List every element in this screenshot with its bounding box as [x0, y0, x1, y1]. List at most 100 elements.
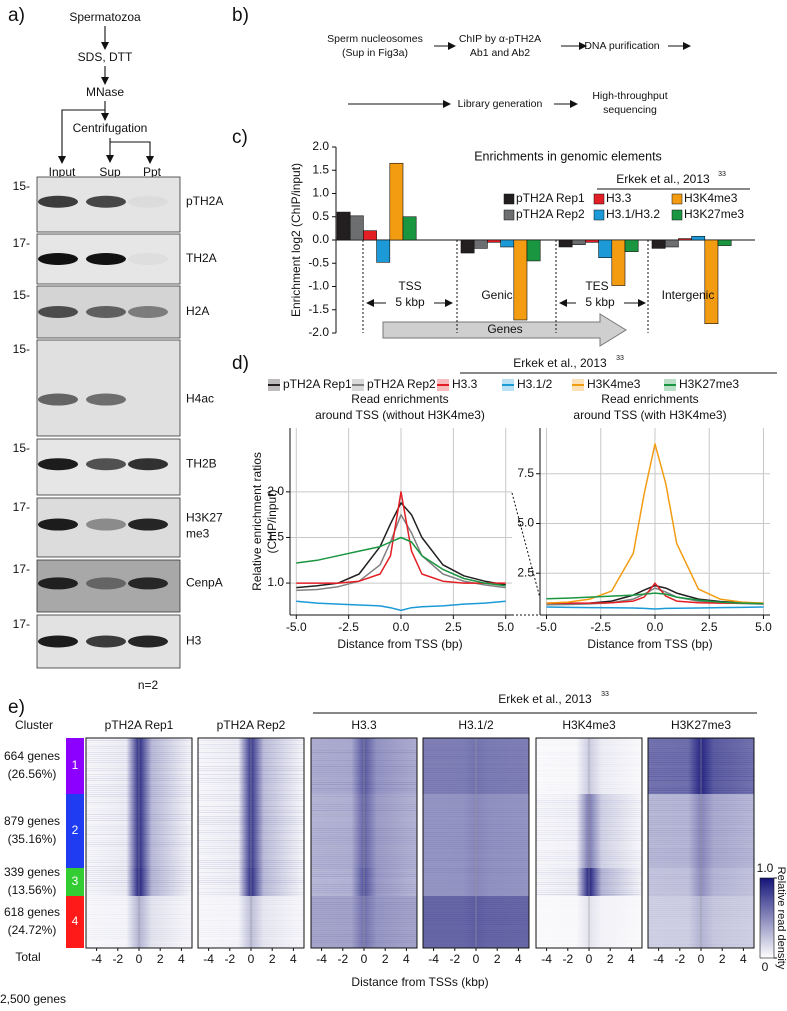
- x-tick-label: 5.0: [755, 620, 772, 634]
- legend-swatch: [671, 193, 683, 205]
- cluster-id: 4: [72, 914, 79, 928]
- size-marker: 15-: [13, 441, 30, 455]
- bar: [460, 239, 475, 254]
- series-line: [546, 606, 764, 610]
- x-tick-label: 0.0: [393, 620, 410, 634]
- panel-label: a): [8, 5, 25, 26]
- legend-label: pTH2A Rep2: [516, 207, 585, 221]
- band: [38, 195, 78, 208]
- cluster-genes: 879 genes: [4, 814, 60, 828]
- bar: [678, 238, 692, 241]
- x-tick-label: -2: [337, 952, 348, 966]
- legend-swatch: [593, 193, 605, 205]
- lane-label: Ppt: [143, 165, 162, 179]
- zoom-connector: [511, 492, 541, 599]
- y-axis-label: (ChIP/input): [265, 489, 279, 553]
- bar: [598, 239, 613, 258]
- legend-swatch: [503, 209, 515, 221]
- blot: [36, 339, 181, 437]
- bar: [336, 211, 351, 241]
- band: [86, 195, 126, 208]
- legend-label: H3K4me3: [587, 377, 641, 391]
- legend-label: H3.1/2: [517, 377, 553, 391]
- flow-step: High-throughput: [592, 90, 667, 102]
- y-tick-label: 2.0: [267, 484, 284, 498]
- bar: [376, 239, 391, 263]
- y-axis-label: Relative enrichment ratios: [250, 452, 264, 591]
- bar: [526, 239, 541, 262]
- series-line: [296, 513, 506, 592]
- x-axis-label: Distance from TSS (bp): [587, 637, 712, 651]
- x-tick-label: -4: [541, 952, 552, 966]
- band: [38, 458, 78, 471]
- cluster-genes: 618 genes: [4, 905, 60, 919]
- genes-arrow: [382, 313, 627, 347]
- y-tick-label: 7.5: [517, 466, 534, 480]
- column-title: H3K4me3: [562, 718, 616, 732]
- cluster-bar: [66, 794, 84, 868]
- bar: [487, 239, 501, 243]
- blot-label: pTH2A: [186, 194, 223, 208]
- panel-label: d): [232, 353, 249, 374]
- band: [86, 306, 126, 318]
- band: [128, 635, 168, 648]
- x-tick-label: 4: [178, 952, 185, 966]
- legend-swatch: [572, 379, 584, 391]
- flow-step: DNA purification: [584, 40, 659, 52]
- legend-label: pTH2A Rep2: [367, 377, 436, 391]
- group-ref: 33: [601, 691, 609, 698]
- flow-arrows: [58, 26, 154, 164]
- size-marker: 17-: [13, 562, 30, 576]
- x-tick-label: 0: [586, 952, 593, 966]
- note: n=2: [138, 678, 159, 692]
- bar: [402, 216, 417, 241]
- legend-label: pTH2A Rep1: [283, 377, 352, 391]
- y-tick-label: -0.5: [308, 255, 329, 269]
- legend-title: Erkek et al., 2013: [616, 172, 710, 186]
- bar: [664, 239, 679, 248]
- x-tick-label: -2: [112, 952, 123, 966]
- x-tick-label: 0: [136, 952, 143, 966]
- band: [128, 306, 168, 318]
- legend-swatch: [593, 209, 605, 221]
- blot-label: H3K27: [186, 511, 223, 525]
- bar: [500, 239, 515, 248]
- band: [86, 635, 126, 648]
- x-tick-label: -2.5: [590, 620, 611, 634]
- x-tick-label: 2: [157, 952, 164, 966]
- annotation: 5 kbp: [395, 295, 425, 309]
- colorbar-label: 0: [762, 960, 769, 974]
- band: [128, 195, 168, 208]
- legend-label: H3K4me3: [684, 191, 738, 205]
- flow-step: MNase: [86, 85, 124, 99]
- x-tick-label: 2: [607, 952, 614, 966]
- x-tick-label: -5.0: [536, 620, 557, 634]
- x-tick-label: 0.0: [647, 620, 664, 634]
- bar: [585, 239, 599, 243]
- lane-label: Input: [49, 165, 76, 179]
- category-label: TSS: [398, 279, 421, 293]
- bar: [651, 239, 666, 249]
- x-tick-label: -2.5: [338, 620, 359, 634]
- y-tick-label: 1.5: [312, 162, 329, 176]
- y-tick-label: -1.0: [308, 279, 329, 293]
- x-tick-label: 0: [473, 952, 480, 966]
- column-title: pTH2A Rep2: [217, 718, 286, 732]
- chart-title: Enrichments in genomic elements: [474, 149, 662, 163]
- annotation: 5 kbp: [585, 295, 615, 309]
- band: [86, 518, 126, 531]
- band: [38, 306, 78, 318]
- cluster-percent: (24.72%): [8, 923, 57, 937]
- cluster-percent: (26.56%): [8, 767, 57, 781]
- size-marker: 17-: [13, 617, 30, 631]
- y-tick-label: 1.0: [312, 186, 329, 200]
- colorbar-title: Relative read density: [775, 867, 787, 970]
- size-marker: 15-: [13, 342, 30, 356]
- flow-step: Library generation: [458, 98, 543, 110]
- size-marker: 15-: [13, 288, 30, 302]
- x-tick-label: -4: [203, 952, 214, 966]
- cluster-percent: (13.56%): [8, 883, 57, 897]
- blot-label: me3: [186, 527, 210, 541]
- cluster-bar: [66, 868, 84, 896]
- y-tick-label: 5.0: [517, 516, 534, 530]
